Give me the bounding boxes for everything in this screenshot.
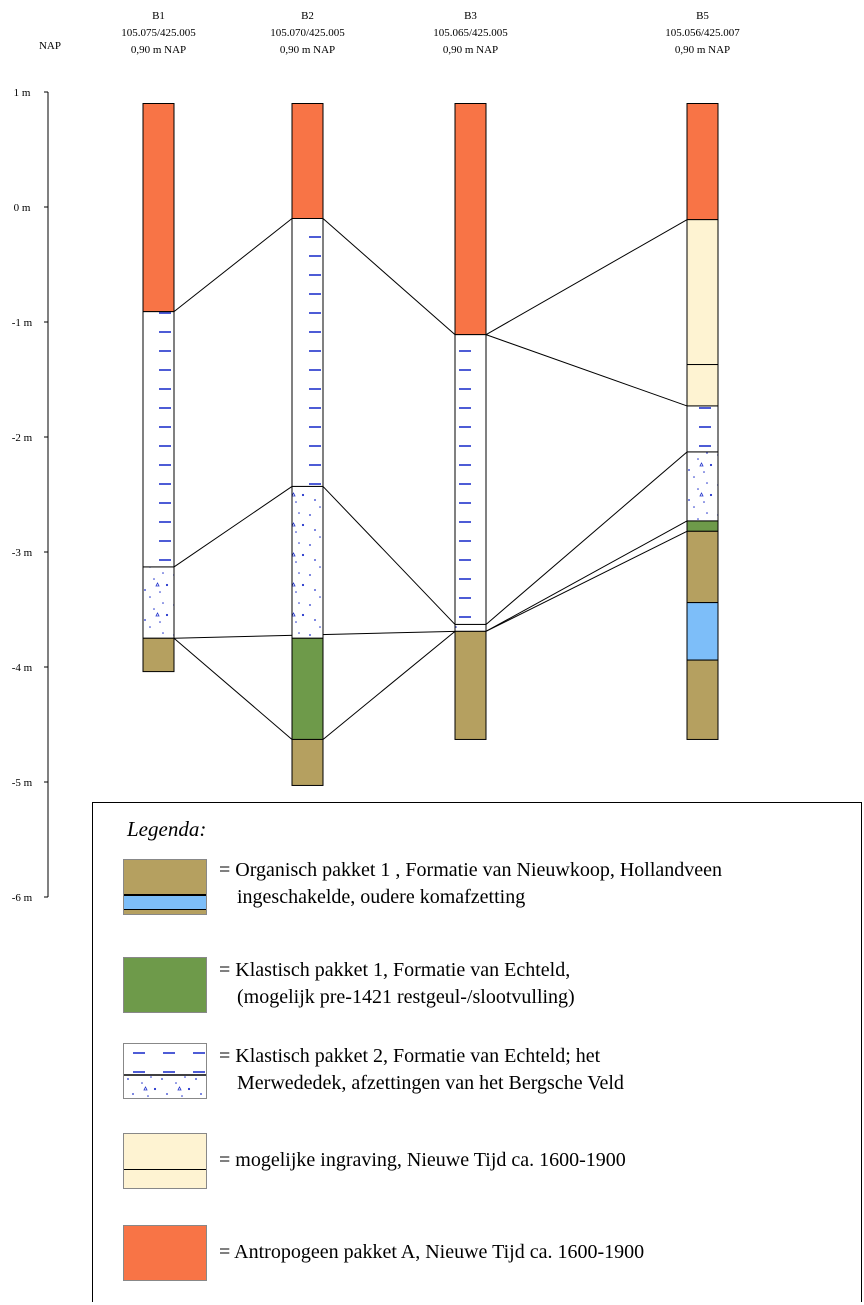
layer-ingraving xyxy=(686,364,719,407)
layer-organisch xyxy=(454,630,487,740)
borehole-coords-b2: 105.070/425.005 xyxy=(270,27,345,39)
layer-komafzetting xyxy=(686,602,719,661)
layer-klastisch-2-dot xyxy=(142,566,175,639)
axis-tick-label: -4 m xyxy=(12,662,33,674)
borehole-id-b5: B5 xyxy=(696,10,709,22)
layer-antropogeen xyxy=(291,103,324,219)
borehole-id-b1: B1 xyxy=(152,10,165,22)
legend-swatch-klastisch-1 xyxy=(123,957,207,1013)
layer-antropogeen xyxy=(142,103,175,313)
axis-tick-label: -3 m xyxy=(12,547,33,559)
borehole-headers: B1 105.075/425.005 0,90 m NAP B2 105.070/425… xyxy=(121,10,740,56)
borehole-coords-b1: 105.075/425.005 xyxy=(121,27,196,39)
correlation-line xyxy=(173,218,293,313)
correlation-line xyxy=(322,630,456,740)
legend-text-ingraving: = mogelijke ingraving, Nieuwe Tijd ca. 1… xyxy=(219,1149,626,1171)
layer-organisch xyxy=(291,738,324,786)
depth-axis: 1 m 0 m -1 m -2 m -3 m -4 m -5 m -6 m xyxy=(12,87,49,904)
nap-label: NAP xyxy=(39,40,61,52)
correlation-line xyxy=(485,530,688,632)
correlation-line xyxy=(322,486,456,625)
borehole-coords-b5: 105.056/425.007 xyxy=(665,27,740,39)
layer-klastisch-2-dot xyxy=(454,623,487,632)
legend-text-antropogeen: = Antropogeen pakket A, Nieuwe Tijd ca. … xyxy=(219,1241,645,1263)
correlation-line xyxy=(485,219,688,336)
borehole-surface-b2: 0,90 m NAP xyxy=(280,44,335,56)
layer-klastisch-2-dot xyxy=(291,485,324,639)
borehole-column-b1 xyxy=(142,103,175,673)
layer-klastisch-2-dash xyxy=(142,311,175,568)
borehole-id-b3: B3 xyxy=(464,10,477,22)
legend-title: Legenda: xyxy=(127,817,207,841)
correlation-line xyxy=(485,334,688,407)
layer-organisch xyxy=(686,659,719,740)
borehole-coords-b3: 105.065/425.005 xyxy=(433,27,508,39)
borehole-surface-b1: 0,90 m NAP xyxy=(131,44,186,56)
legend-swatch-organisch xyxy=(123,859,207,915)
axis-tick-label: -5 m xyxy=(12,777,33,789)
legend: Legenda: = Organisch pakket 1 , Formatie… xyxy=(92,802,862,1302)
axis-tick-label: -6 m xyxy=(12,892,33,904)
borehole-column-b5 xyxy=(686,103,719,740)
axis-tick-label: 1 m xyxy=(14,87,31,99)
legend-text-organisch: = Organisch pakket 1 , Formatie van Nieu… xyxy=(219,859,723,908)
layer-klastisch-2-dash xyxy=(291,218,324,487)
layer-klastisch-2-dash xyxy=(454,334,487,625)
legend-swatch-klastisch-2 xyxy=(123,1043,207,1099)
layer-organisch xyxy=(686,530,719,604)
legend-text-klastisch-1: = Klastisch pakket 1, Formatie van Echte… xyxy=(219,959,575,1008)
layer-klastisch-2-dot xyxy=(686,451,719,522)
layer-organisch xyxy=(142,637,175,673)
layer-klastisch-1 xyxy=(291,637,324,740)
correlation-lines xyxy=(173,218,688,740)
borehole-surface-b5: 0,90 m NAP xyxy=(675,44,730,56)
borehole-surface-b3: 0,90 m NAP xyxy=(443,44,498,56)
borehole-id-b2: B2 xyxy=(301,10,314,22)
legend-swatch-antropogeen xyxy=(123,1225,207,1281)
layer-klastisch-2-dash xyxy=(686,405,719,453)
correlation-line xyxy=(173,637,293,740)
correlation-line xyxy=(322,218,456,336)
layer-antropogeen xyxy=(454,103,487,336)
borehole-column-b2 xyxy=(291,103,324,786)
correlation-line xyxy=(173,486,293,568)
axis-tick-label: 0 m xyxy=(14,202,31,214)
borehole-column-b3 xyxy=(454,103,487,740)
axis-tick-label: -2 m xyxy=(12,432,33,444)
correlation-line xyxy=(485,451,688,625)
legend-text-klastisch-2: = Klastisch pakket 2, Formatie van Echte… xyxy=(219,1045,624,1094)
borehole-columns xyxy=(142,103,719,786)
correlation-line xyxy=(485,520,688,632)
legend-swatch-ingraving xyxy=(123,1133,207,1189)
layer-ingraving xyxy=(686,219,719,366)
layer-antropogeen xyxy=(686,103,719,221)
axis-tick-label: -1 m xyxy=(12,317,33,329)
layer-klastisch-1 xyxy=(686,520,719,532)
